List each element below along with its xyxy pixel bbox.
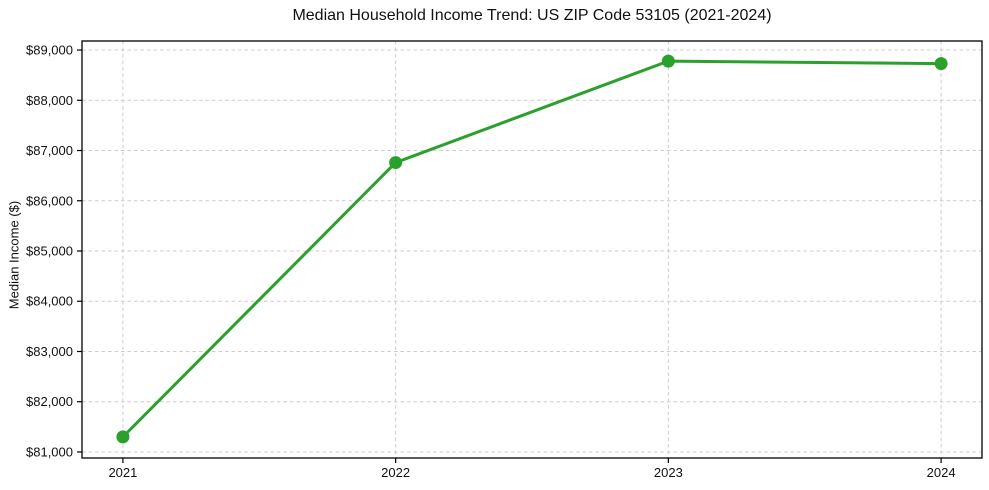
y-tick-label: $88,000 bbox=[26, 93, 73, 108]
y-tick-label: $86,000 bbox=[26, 193, 73, 208]
x-tick-label: 2021 bbox=[108, 465, 137, 480]
x-tick-label: 2022 bbox=[381, 465, 410, 480]
x-tick-label: 2023 bbox=[654, 465, 683, 480]
axis-ticks bbox=[77, 49, 942, 463]
data-point-2023 bbox=[661, 54, 675, 68]
data-point-2022 bbox=[389, 156, 403, 170]
chart-title: Median Household Income Trend: US ZIP Co… bbox=[292, 7, 772, 24]
tick-labels: $81,000 $82,000 $83,000 $84,000 $85,000 $86,0… bbox=[26, 43, 956, 480]
data-points bbox=[116, 54, 948, 444]
y-tick-label: $89,000 bbox=[26, 43, 73, 58]
x-tick-label: 2024 bbox=[927, 465, 956, 480]
trend-line bbox=[121, 59, 943, 439]
data-point-2024 bbox=[934, 57, 948, 71]
y-tick-label: $87,000 bbox=[26, 143, 73, 158]
y-tick-label: $84,000 bbox=[26, 294, 73, 309]
plot-border bbox=[81, 40, 983, 459]
y-tick-label: $81,000 bbox=[26, 444, 73, 459]
y-tick-label: $85,000 bbox=[26, 244, 73, 259]
y-tick-label: $83,000 bbox=[26, 344, 73, 359]
data-point-2021 bbox=[116, 430, 130, 444]
gridlines bbox=[82, 41, 982, 458]
y-tick-label: $82,000 bbox=[26, 394, 73, 409]
